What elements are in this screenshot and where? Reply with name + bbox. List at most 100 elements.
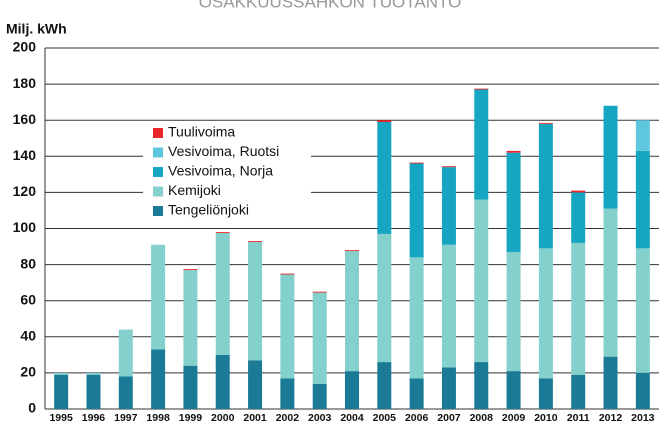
bar-segment (474, 199, 489, 363)
legend-label: Tuulivoima (168, 124, 235, 140)
legend-swatch (153, 128, 163, 138)
bar-segment (506, 150, 521, 153)
x-tick-label: 2005 (373, 412, 397, 423)
bar-segment (312, 291, 327, 293)
legend-box (143, 124, 311, 224)
y-tick-label: 160 (13, 111, 37, 127)
y-tick-label: 180 (13, 75, 37, 91)
bar-segment (377, 233, 392, 363)
bar-segment (506, 371, 521, 409)
bar-segment (345, 371, 359, 409)
bar-segment (54, 372, 69, 375)
legend-swatch (153, 206, 163, 216)
bar-segment (151, 244, 166, 350)
legend-label: Kemijoki (168, 182, 221, 198)
y-axis-label: Milj. kWh (6, 21, 67, 37)
x-tick-label: 2012 (599, 412, 623, 423)
bar-segment (571, 374, 586, 409)
x-tick-label: 2011 (567, 412, 590, 423)
legend-swatch (153, 147, 163, 158)
bar-segment (506, 152, 521, 252)
bar-segment (54, 374, 69, 409)
bar-segment (441, 367, 456, 409)
x-tick-label: 2003 (308, 412, 332, 423)
x-tick-label: 2000 (211, 412, 235, 423)
bar-segment (474, 362, 489, 409)
bar-segment (312, 383, 327, 409)
legend-swatch (153, 167, 163, 177)
x-tick-label: 2004 (340, 412, 364, 423)
bar-segment (474, 88, 489, 90)
bar-segment (538, 248, 553, 379)
bar-segment (280, 378, 295, 409)
y-tick-label: 80 (20, 255, 36, 271)
legend-label: Tengeliönjoki (168, 202, 249, 218)
x-tick-label: 1997 (114, 412, 138, 423)
bar-segment (151, 349, 166, 409)
legend: Tuulivoima Vesivoima, Ruotsi Vesivoima, No… (143, 124, 311, 224)
legend-label: Vesivoima, Norja (168, 163, 273, 179)
bar-segment (635, 372, 650, 409)
bar-segment (248, 241, 263, 243)
bar-segment (538, 122, 553, 124)
x-tick-label: 1996 (82, 412, 106, 423)
y-tick-label: 100 (13, 219, 37, 235)
x-tick-label: 1995 (49, 412, 73, 423)
bar-segment (86, 372, 101, 375)
y-tick-label: 20 (20, 364, 36, 380)
bar-segment (571, 242, 586, 375)
x-tick-label: 2009 (502, 412, 526, 423)
bar-segment (409, 257, 424, 379)
x-tick-label: 2001 (243, 412, 267, 423)
bar-segment (635, 120, 650, 151)
bar-segment (506, 251, 521, 372)
y-tick-label: 120 (13, 183, 37, 199)
bar-segment (86, 374, 101, 409)
bar-segment (377, 122, 392, 234)
bar-segment (409, 162, 424, 164)
x-tick-label: 2007 (437, 412, 461, 423)
bar-segment (635, 150, 650, 249)
bar-segment (441, 167, 456, 245)
bar-segment (571, 192, 586, 243)
y-tick-label: 60 (20, 291, 36, 307)
bar-segment (474, 89, 489, 200)
bar-segment (635, 248, 650, 373)
bar-segment (441, 166, 456, 168)
x-tick-label: 2008 (470, 412, 494, 423)
bar-segment (312, 292, 327, 384)
bar-segment (603, 105, 618, 209)
bar-segment (538, 123, 553, 249)
bar-segment (571, 190, 586, 193)
y-tick-label: 0 (28, 400, 36, 416)
bar-segment (441, 244, 456, 368)
bar-segment (409, 163, 424, 258)
bar-segment (118, 376, 133, 409)
y-tick-label: 200 (13, 39, 37, 55)
x-tick-label: 2010 (534, 412, 558, 423)
bar-segment (345, 251, 359, 372)
x-tick-label: 2013 (631, 412, 655, 423)
bar-segment (538, 378, 553, 409)
x-tick-label: 2006 (405, 412, 429, 423)
bar-segment (409, 378, 424, 409)
bar-segment (345, 250, 359, 252)
bar-segment (183, 270, 198, 366)
bar-segment (248, 360, 263, 409)
bar-segment (183, 269, 198, 271)
bar-segment (215, 232, 230, 234)
x-tick-label: 2002 (276, 412, 300, 423)
x-tick-label: 1998 (146, 412, 170, 423)
bar-segment (603, 208, 618, 357)
bar-segment (215, 233, 230, 355)
bar-segment (603, 356, 618, 409)
bar-segment (377, 362, 392, 409)
bar-segment (248, 242, 263, 361)
bar-segment (377, 120, 392, 123)
bar-segment (280, 273, 295, 275)
x-tick-label: 1999 (179, 412, 203, 423)
y-tick-label: 140 (13, 147, 37, 163)
y-tick-label: 40 (20, 328, 36, 344)
bar-segment (118, 329, 133, 377)
